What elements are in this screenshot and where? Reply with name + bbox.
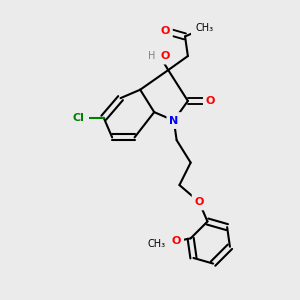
FancyBboxPatch shape bbox=[191, 20, 218, 36]
Text: CH₃: CH₃ bbox=[196, 23, 214, 33]
FancyBboxPatch shape bbox=[158, 48, 173, 64]
FancyBboxPatch shape bbox=[68, 109, 89, 126]
Text: O: O bbox=[194, 197, 204, 207]
FancyBboxPatch shape bbox=[203, 92, 218, 109]
Text: O: O bbox=[172, 236, 181, 246]
Text: O: O bbox=[206, 96, 215, 106]
FancyBboxPatch shape bbox=[144, 48, 159, 64]
Text: O: O bbox=[161, 26, 170, 36]
FancyBboxPatch shape bbox=[192, 194, 206, 210]
FancyBboxPatch shape bbox=[158, 22, 173, 39]
Text: O: O bbox=[161, 51, 170, 61]
Text: N: N bbox=[169, 116, 178, 126]
Text: H: H bbox=[148, 51, 155, 61]
FancyBboxPatch shape bbox=[167, 112, 181, 129]
FancyBboxPatch shape bbox=[169, 233, 184, 250]
Text: CH₃: CH₃ bbox=[148, 239, 166, 249]
Text: Cl: Cl bbox=[73, 113, 84, 123]
FancyBboxPatch shape bbox=[143, 236, 171, 252]
